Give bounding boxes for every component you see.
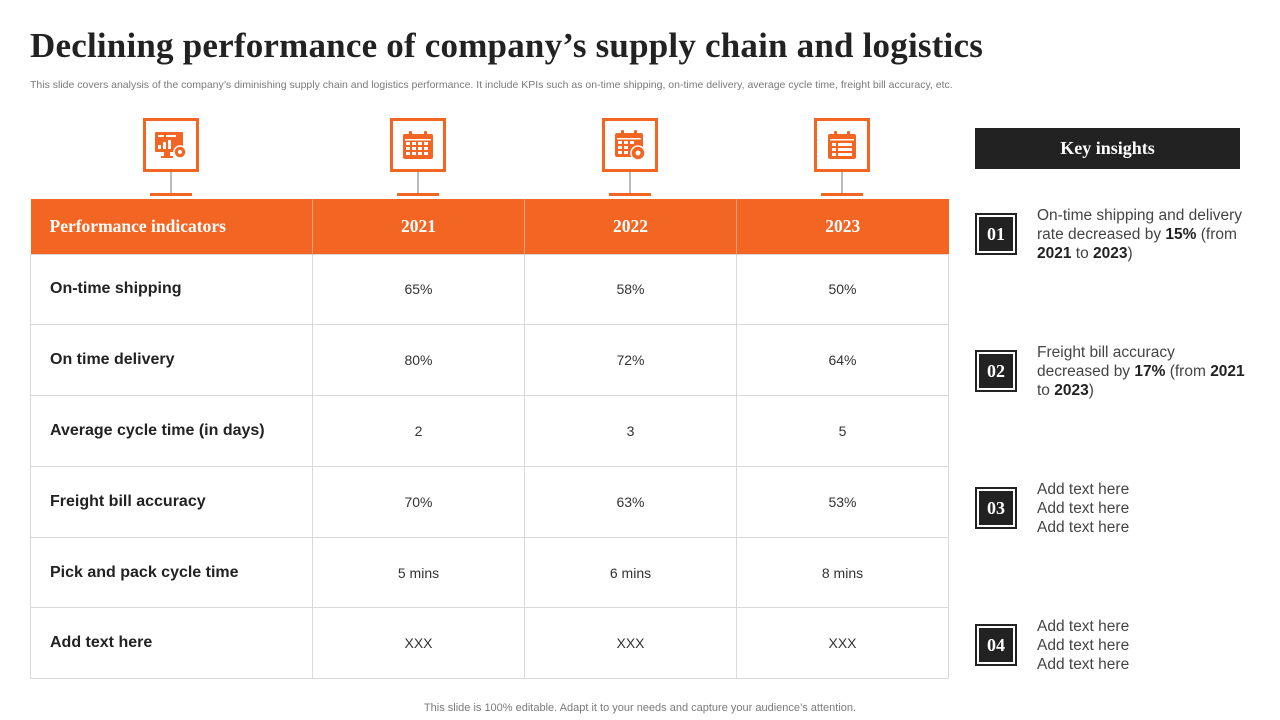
insight-highlight: 2021 [1210, 363, 1245, 380]
cell-value: XXX [736, 607, 949, 680]
insight-line: Add text here [1037, 656, 1130, 673]
cell-value: XXX [524, 607, 737, 680]
performance-table: Performance indicators 2021 2022 2023 On… [30, 199, 949, 680]
insight-number: 01 [979, 217, 1013, 251]
cell-value: 70% [312, 465, 525, 538]
icon-base [150, 193, 192, 196]
cell-value: 63% [524, 465, 737, 538]
icon-column-2022 [602, 118, 658, 196]
insight-line: Add text here [1037, 519, 1130, 536]
insight-highlight: 17% [1134, 363, 1166, 380]
cell-value: 80% [312, 324, 525, 397]
icon-stem [417, 172, 419, 194]
insight-text-part: to [1037, 382, 1055, 399]
page-subtitle: This slide covers analysis of the compan… [30, 79, 953, 91]
cell-value: 64% [736, 324, 949, 397]
icon-column-indicators [143, 118, 199, 196]
table-row: Average cycle time (in days) 2 3 5 [30, 395, 949, 467]
row-label: Freight bill accuracy [30, 465, 313, 538]
row-label: On time delivery [30, 324, 313, 397]
cell-value: 50% [736, 253, 949, 326]
footer-note: This slide is 100% editable. Adapt it to… [423, 702, 857, 714]
cell-value: 5 [736, 395, 949, 467]
icon-base [821, 193, 863, 196]
insight-number: 04 [979, 628, 1013, 662]
insight-text-2: Freight bill accuracy decreased by 17% (… [1037, 343, 1247, 400]
table-row: On-time shipping 65% 58% 50% [30, 253, 949, 326]
row-label: Add text here [30, 607, 313, 680]
cell-value: 8 mins [736, 536, 949, 609]
cell-value: 3 [524, 395, 737, 467]
icon-base [609, 193, 651, 196]
header-2023: 2023 [736, 199, 949, 254]
cell-value: 5 mins [312, 536, 525, 609]
page-title: Declining performance of company’s suppl… [30, 26, 984, 65]
insight-text-part: (from [1165, 363, 1211, 380]
insight-text-3: Add text here Add text here Add text her… [1037, 480, 1247, 537]
row-label: On-time shipping [30, 253, 313, 326]
cell-value: 72% [524, 324, 737, 397]
calendar-settings-icon [602, 118, 658, 172]
insight-line: Add text here [1037, 618, 1130, 635]
header-indicators: Performance indicators [30, 199, 313, 254]
insight-number-badge: 01 [975, 213, 1017, 255]
insight-text-part: On-time shipping and delivery rate decre… [1037, 207, 1243, 243]
analytics-monitor-icon [143, 118, 199, 172]
insight-number-badge: 02 [975, 350, 1017, 392]
icon-stem [841, 172, 843, 194]
insight-number-badge: 03 [975, 487, 1017, 529]
cell-value: 65% [312, 253, 525, 326]
insight-line: Add text here [1037, 500, 1130, 517]
cell-value: XXX [312, 607, 525, 680]
insight-text-part: ) [1127, 245, 1133, 262]
insight-text-1: On-time shipping and delivery rate decre… [1037, 206, 1247, 263]
insight-line: Add text here [1037, 637, 1130, 654]
insight-highlight: 2023 [1093, 245, 1128, 262]
insight-text-part: ) [1088, 382, 1094, 399]
table-header-row: Performance indicators 2021 2022 2023 [30, 199, 949, 254]
insight-number: 02 [979, 354, 1013, 388]
header-2021: 2021 [312, 199, 525, 254]
cell-value: 58% [524, 253, 737, 326]
insight-highlight: 2021 [1037, 245, 1072, 262]
icon-column-2023 [814, 118, 870, 196]
icon-base [397, 193, 439, 196]
calendar-icon [390, 118, 446, 172]
key-insights-header: Key insights [975, 128, 1240, 169]
cell-value: 53% [736, 465, 949, 538]
insight-number: 03 [979, 491, 1013, 525]
icon-column-2021 [390, 118, 446, 196]
table-row: On time delivery 80% 72% 64% [30, 324, 949, 397]
insight-text-4: Add text here Add text here Add text her… [1037, 617, 1247, 674]
table-row: Add text here XXX XXX XXX [30, 607, 949, 680]
insight-text-part: Freight bill accuracy decreased by [1037, 344, 1175, 380]
calendar-list-icon [814, 118, 870, 172]
insight-line: Add text here [1037, 481, 1130, 498]
insight-number-badge: 04 [975, 624, 1017, 666]
insight-highlight: 2023 [1054, 382, 1089, 399]
cell-value: 6 mins [524, 536, 737, 609]
table-row: Pick and pack cycle time 5 mins 6 mins 8… [30, 536, 949, 609]
cell-value: 2 [312, 395, 525, 467]
row-label: Pick and pack cycle time [30, 536, 313, 609]
icon-stem [629, 172, 631, 194]
icon-stem [170, 172, 172, 194]
insight-highlight: 15% [1165, 226, 1197, 243]
header-2022: 2022 [524, 199, 737, 254]
insight-text-part: (from [1196, 226, 1237, 243]
insight-text-part: to [1071, 245, 1094, 262]
row-label: Average cycle time (in days) [30, 395, 313, 467]
table-row: Freight bill accuracy 70% 63% 53% [30, 465, 949, 538]
